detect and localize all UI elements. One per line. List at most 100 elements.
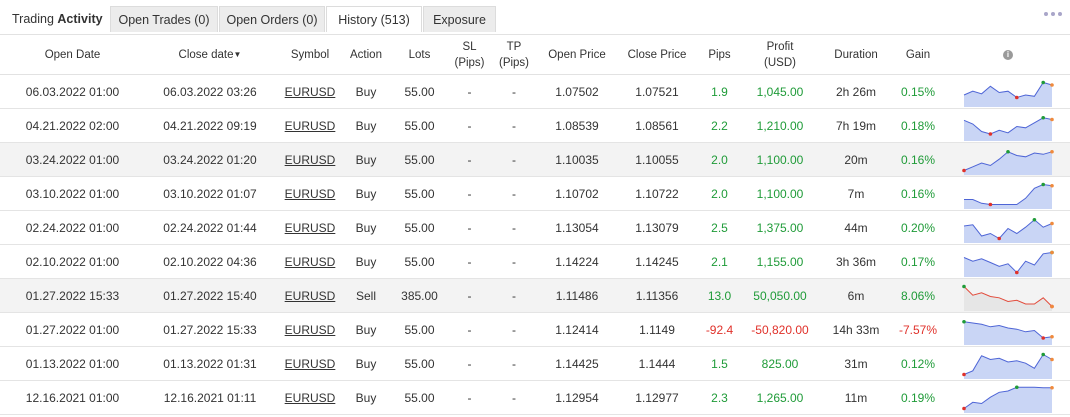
cell-action: Buy xyxy=(340,245,392,279)
cell-tp: - xyxy=(492,109,536,143)
cell-symbol-value[interactable]: EURUSD xyxy=(284,85,336,99)
trade-sparkline xyxy=(962,385,1054,413)
cell-action-value: Buy xyxy=(355,187,377,201)
table-row[interactable]: 12.16.2021 01:00 12.16.2021 01:11 EURUSD Bu… xyxy=(0,381,1070,415)
cell-tp: - xyxy=(492,381,536,415)
table-row[interactable]: 01.13.2022 01:00 01.13.2022 01:31 EURUSD Bu… xyxy=(0,347,1070,381)
cell-open-date: 03.24.2022 01:00 xyxy=(15,143,130,177)
sparkline-max-dot xyxy=(1015,385,1019,390)
cell-symbol-value[interactable]: EURUSD xyxy=(284,187,336,201)
table-row[interactable]: 01.27.2022 15:33 01.27.2022 15:40 EURUSD Se… xyxy=(0,279,1070,313)
cell-close-price-value: 1.13079 xyxy=(635,221,679,235)
table-row[interactable]: 01.27.2022 01:00 01.27.2022 15:33 EURUSD Bu… xyxy=(0,313,1070,347)
col-close-date[interactable]: Close date▼ xyxy=(150,35,270,75)
cell-symbol-value[interactable]: EURUSD xyxy=(284,391,336,405)
col-label: Open Date xyxy=(44,49,101,61)
trade-sparkline xyxy=(962,352,1054,379)
cell-close-price-value: 1.07521 xyxy=(635,85,679,99)
sparkline-last-dot xyxy=(1050,83,1054,87)
cell-tp: - xyxy=(492,177,536,211)
cell-close-price-value: 1.11356 xyxy=(635,289,679,303)
col-action[interactable]: Action xyxy=(340,35,392,75)
cell-tp: - xyxy=(492,279,536,313)
cell-open-date: 12.16.2021 01:00 xyxy=(15,381,130,415)
table-row[interactable]: 03.24.2022 01:00 03.24.2022 01:20 EURUSD Bu… xyxy=(0,143,1070,177)
trade-sparkline xyxy=(964,182,1054,209)
cell-action-value: Buy xyxy=(355,153,377,167)
col-gain[interactable]: Gain xyxy=(889,35,947,75)
cell-symbol-value[interactable]: EURUSD xyxy=(284,153,336,167)
cell-open-date-value: 04.21.2022 02:00 xyxy=(25,119,120,133)
cell-lots-value: 55.00 xyxy=(404,391,435,405)
cell-sl-value: - xyxy=(467,85,472,99)
tab-history[interactable]: History (513) xyxy=(326,6,422,32)
tab-exposure[interactable]: Exposure xyxy=(423,6,496,32)
cell-symbol[interactable]: EURUSD xyxy=(280,381,340,415)
cell-symbol[interactable]: EURUSD xyxy=(280,75,340,109)
cell-close-price: 1.11356 xyxy=(617,279,697,313)
cell-symbol-value[interactable]: EURUSD xyxy=(284,255,336,269)
cell-symbol[interactable]: EURUSD xyxy=(280,313,340,347)
cell-symbol[interactable]: EURUSD xyxy=(280,279,340,313)
sparkline-area xyxy=(964,151,1052,175)
col-lots[interactable]: Lots xyxy=(392,35,447,75)
sparkline-min-dot xyxy=(962,372,966,377)
col-symbol[interactable]: Symbol xyxy=(280,35,340,75)
sparkline-last-dot xyxy=(1050,334,1054,339)
cell-symbol-value[interactable]: EURUSD xyxy=(284,221,336,235)
cell-lots: 55.00 xyxy=(392,109,447,143)
table-row[interactable]: 02.24.2022 01:00 02.24.2022 01:44 EURUSD Bu… xyxy=(0,211,1070,245)
info-icon[interactable]: i xyxy=(1003,50,1013,60)
col-close-price[interactable]: Close Price xyxy=(617,35,697,75)
cell-gain: 8.06% xyxy=(889,279,947,313)
cell-profit-value: 1,210.00 xyxy=(756,119,804,133)
col-tp[interactable]: TP (Pips) xyxy=(492,35,536,75)
tab-open-orders[interactable]: Open Orders (0) xyxy=(219,6,325,32)
cell-symbol[interactable]: EURUSD xyxy=(280,109,340,143)
table-row[interactable]: 02.10.2022 01:00 02.10.2022 04:36 EURUSD Bu… xyxy=(0,245,1070,279)
cell-sl: - xyxy=(447,279,492,313)
cell-sl: - xyxy=(447,109,492,143)
cell-symbol[interactable]: EURUSD xyxy=(280,177,340,211)
cell-symbol-value[interactable]: EURUSD xyxy=(284,357,336,371)
cell-tp: - xyxy=(492,347,536,381)
cell-duration: 7m xyxy=(823,177,889,211)
cell-symbol-value[interactable]: EURUSD xyxy=(284,323,336,337)
col-profit[interactable]: Profit (USD) xyxy=(740,35,820,75)
cell-gain: 0.15% xyxy=(889,75,947,109)
cell-close-date-value: 02.24.2022 01:44 xyxy=(163,221,257,235)
cell-open-price: 1.14425 xyxy=(537,347,617,381)
tab-open-trades[interactable]: Open Trades (0) xyxy=(110,6,218,32)
col-label: Gain xyxy=(905,49,931,61)
cell-symbol-value[interactable]: EURUSD xyxy=(284,289,336,303)
cell-close-date-value: 01.13.2022 01:31 xyxy=(163,357,257,371)
col-label: Symbol xyxy=(290,49,330,61)
more-options-icon[interactable] xyxy=(1044,12,1062,18)
cell-symbol[interactable]: EURUSD xyxy=(280,347,340,381)
cell-symbol[interactable]: EURUSD xyxy=(280,143,340,177)
cell-sl: - xyxy=(447,143,492,177)
sparkline-line xyxy=(963,117,1053,135)
cell-open-price: 1.07502 xyxy=(537,75,617,109)
cell-open-date-value: 12.16.2021 01:00 xyxy=(25,391,120,405)
col-open-date[interactable]: Open Date xyxy=(15,35,130,75)
col-sl[interactable]: SL (Pips) xyxy=(447,35,492,75)
cell-close-date-value: 12.16.2021 01:11 xyxy=(163,391,257,405)
cell-symbol-value[interactable]: EURUSD xyxy=(284,119,336,133)
col-pips[interactable]: Pips xyxy=(697,35,742,75)
cell-symbol[interactable]: EURUSD xyxy=(280,245,340,279)
col-open-price[interactable]: Open Price xyxy=(537,35,617,75)
cell-action: Buy xyxy=(340,313,392,347)
cell-duration: 3h 36m xyxy=(823,245,889,279)
table-row[interactable]: 06.03.2022 01:00 06.03.2022 03:26 EURUSD Bu… xyxy=(0,75,1070,109)
cell-tp-value: - xyxy=(512,323,516,337)
cell-lots: 55.00 xyxy=(392,313,447,347)
cell-duration: 2h 26m xyxy=(823,75,889,109)
table-row[interactable]: 04.21.2022 02:00 04.21.2022 09:19 EURUSD Bu… xyxy=(0,109,1070,143)
table-row[interactable]: 03.10.2022 01:00 03.10.2022 01:07 EURUSD Bu… xyxy=(0,177,1070,211)
sparkline-last-dot xyxy=(1050,221,1054,226)
col-duration[interactable]: Duration xyxy=(823,35,889,75)
cell-open-date: 02.10.2022 01:00 xyxy=(15,245,130,279)
cell-pips-value: 2.3 xyxy=(711,391,728,405)
cell-symbol[interactable]: EURUSD xyxy=(280,211,340,245)
